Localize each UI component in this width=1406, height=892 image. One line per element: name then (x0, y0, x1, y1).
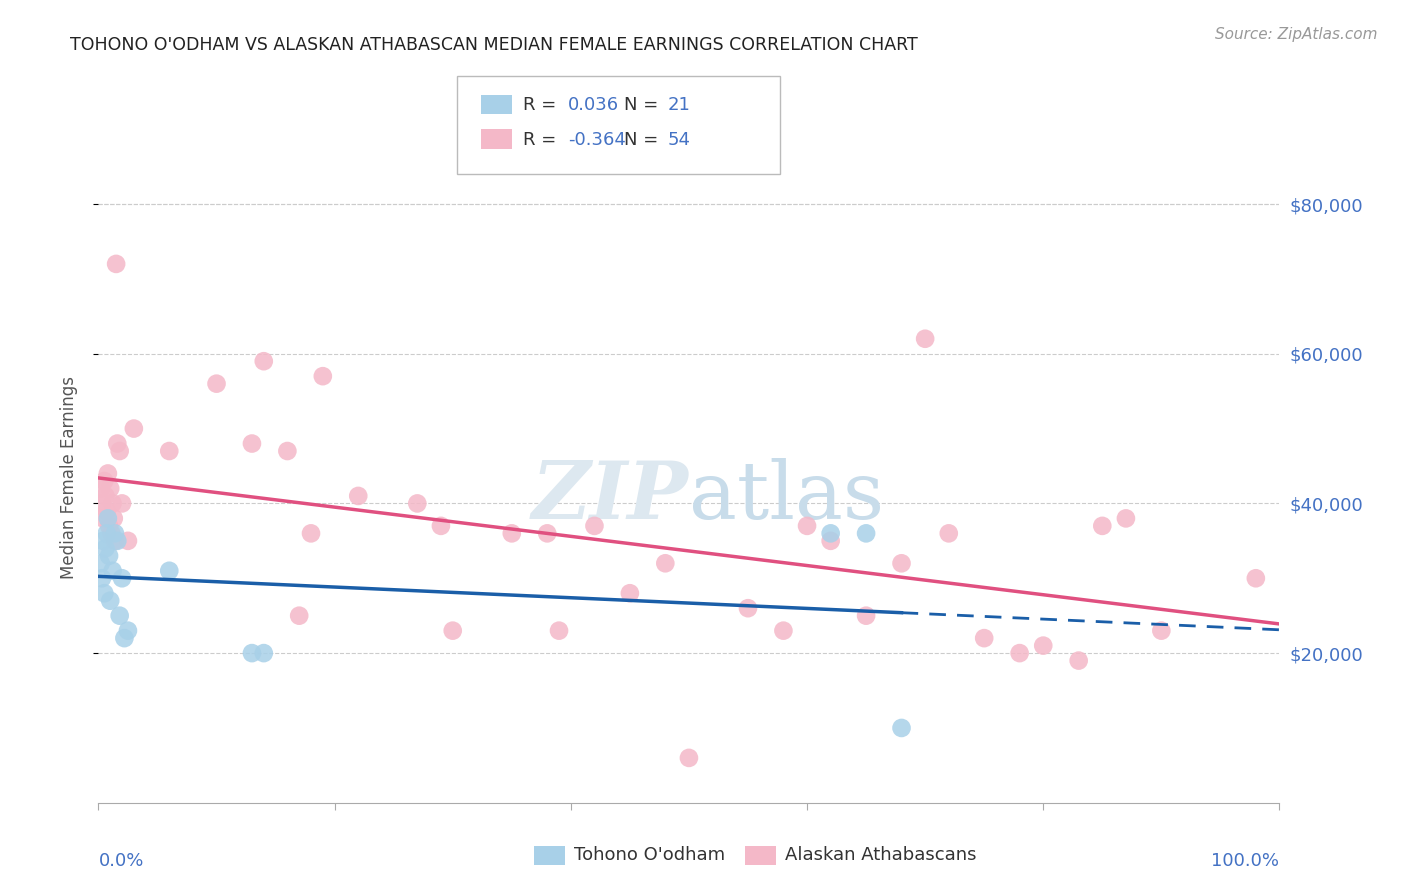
Point (973, 631, 995, 645)
Point (536, 526, 558, 541)
Text: N =: N = (624, 96, 664, 114)
Point (93, 474, 115, 488)
Text: TOHONO O'ODHAM VS ALASKAN ATHABASCAN MEDIAN FEMALE EARNINGS CORRELATION CHART: TOHONO O'ODHAM VS ALASKAN ATHABASCAN MED… (70, 36, 918, 54)
Point (299, 526, 322, 541)
Text: 54: 54 (668, 131, 690, 149)
Point (91, 511, 114, 525)
Point (276, 444, 298, 458)
Point (890, 556, 912, 570)
Point (90, 556, 112, 570)
Point (347, 489, 370, 503)
Point (112, 631, 135, 645)
Point (157, 444, 180, 458)
Point (430, 519, 453, 533)
Point (97, 511, 120, 525)
Point (855, 526, 877, 541)
Text: Source: ZipAtlas.com: Source: ZipAtlas.com (1215, 27, 1378, 42)
Point (205, 376, 228, 391)
Point (98, 593, 121, 607)
Point (253, 646, 276, 660)
Point (98, 519, 121, 533)
Text: ZIP: ZIP (531, 458, 689, 535)
Y-axis label: Median Female Earnings: Median Female Earnings (59, 376, 77, 579)
Point (1091, 519, 1114, 533)
Point (103, 511, 125, 525)
Text: R =: R = (523, 96, 562, 114)
Point (406, 496, 429, 510)
Point (1244, 571, 1267, 585)
Point (441, 624, 464, 638)
Point (91, 533, 114, 548)
Point (90, 482, 112, 496)
Point (105, 436, 128, 450)
Point (101, 496, 124, 510)
Point (240, 436, 263, 450)
Point (855, 608, 877, 623)
Point (111, 496, 134, 510)
Point (914, 332, 936, 346)
Point (890, 721, 912, 735)
Point (101, 564, 124, 578)
Point (1150, 624, 1173, 638)
Point (737, 601, 759, 615)
Text: 0.0%: 0.0% (98, 852, 143, 870)
Point (97, 467, 120, 481)
Text: Tohono O'odham: Tohono O'odham (574, 847, 724, 864)
Point (501, 526, 523, 541)
Text: -0.364: -0.364 (568, 131, 626, 149)
Text: 0.036: 0.036 (568, 96, 619, 114)
Point (796, 519, 818, 533)
Point (1115, 511, 1137, 525)
Point (96, 526, 118, 541)
Text: Alaskan Athabascans: Alaskan Athabascans (785, 847, 976, 864)
Point (1032, 639, 1054, 653)
Point (96, 504, 118, 518)
Point (288, 608, 311, 623)
Point (98, 549, 121, 563)
Text: N =: N = (624, 131, 664, 149)
Point (98, 482, 121, 496)
Point (820, 533, 842, 548)
Text: R =: R = (523, 131, 562, 149)
Point (93, 586, 115, 600)
Point (91, 496, 114, 510)
Point (157, 564, 180, 578)
Point (111, 571, 134, 585)
Point (104, 526, 127, 541)
Point (1067, 654, 1090, 668)
Point (108, 444, 131, 458)
Point (108, 608, 131, 623)
Point (94, 489, 117, 503)
Point (100, 526, 122, 541)
Point (117, 624, 139, 638)
Point (253, 354, 276, 368)
Point (1008, 646, 1031, 660)
Point (117, 533, 139, 548)
Point (94, 541, 117, 556)
Text: 100.0%: 100.0% (1212, 852, 1279, 870)
Point (122, 421, 145, 435)
Text: 21: 21 (668, 96, 690, 114)
Point (678, 751, 700, 765)
Text: atlas: atlas (689, 458, 884, 536)
Point (548, 624, 571, 638)
Point (105, 257, 128, 271)
Point (240, 646, 263, 660)
Point (820, 526, 842, 541)
Point (772, 624, 794, 638)
Point (312, 369, 335, 384)
Point (105, 533, 128, 548)
Point (619, 586, 641, 600)
Point (583, 519, 606, 533)
Point (91, 571, 114, 585)
Point (104, 533, 127, 548)
Point (938, 526, 960, 541)
Point (654, 556, 676, 570)
